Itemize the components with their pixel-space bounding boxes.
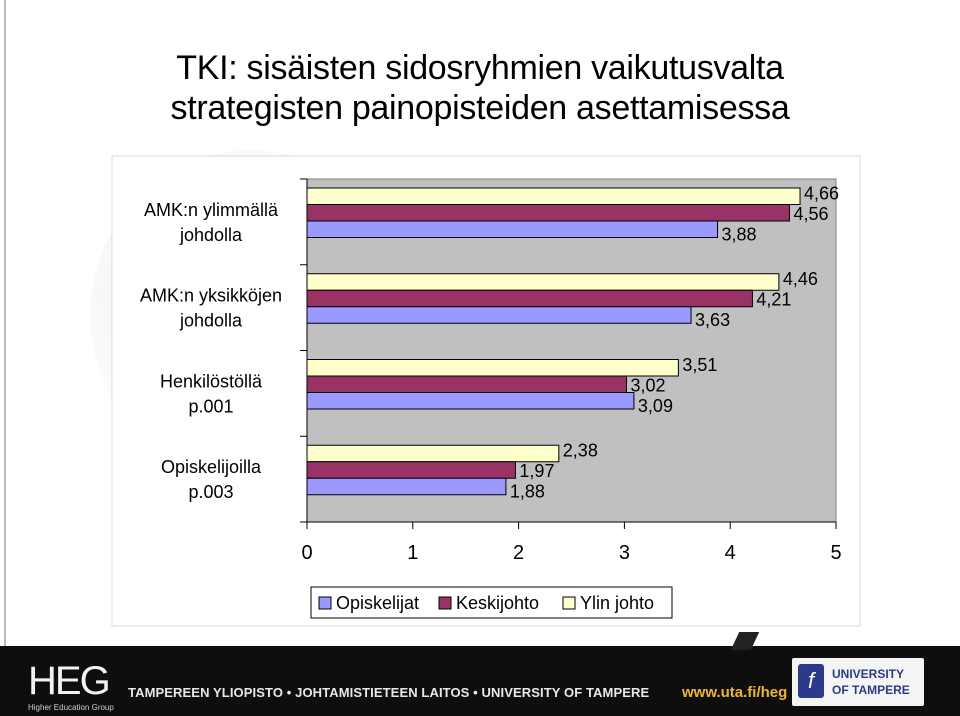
title-line-2: strategisten painopisteiden asettamisess…	[170, 89, 790, 127]
x-tick-label: 0	[301, 542, 312, 564]
bar	[306, 392, 635, 410]
legend-swatch	[438, 596, 452, 610]
data-label: 3,51	[682, 355, 717, 375]
institution-line: TAMPEREEN YLIOPISTO • JOHTAMISTIETEEN LA…	[128, 685, 650, 700]
data-label: 1,97	[519, 461, 554, 481]
bar	[306, 477, 507, 496]
heg-logo-subtitle: Higher Education Group	[28, 703, 114, 712]
university-name-line-1: UNIVERSITY	[832, 667, 905, 681]
bar	[306, 444, 560, 463]
heg-logo: HEG	[28, 659, 111, 703]
x-tick-label: 3	[619, 542, 630, 564]
university-name-line-2: OF TAMPERE	[832, 683, 910, 697]
bar	[306, 220, 719, 238]
legend-swatch	[562, 596, 576, 610]
x-tick-label: 5	[830, 542, 841, 564]
university-emblem-icon: f	[798, 664, 824, 698]
category-label: p.003	[188, 482, 233, 502]
bar	[306, 375, 628, 393]
x-tick-label: 1	[407, 542, 418, 564]
category-label: Henkilöstöllä	[160, 371, 263, 391]
data-label: 4,21	[756, 290, 791, 310]
x-tick-label: 2	[513, 542, 524, 564]
bar	[306, 306, 692, 324]
category-label: Opiskelijoilla	[161, 457, 262, 477]
category-label: AMK:n yksikköjen	[140, 286, 282, 306]
category-label: p.001	[188, 396, 233, 416]
data-label: 3,02	[631, 375, 666, 395]
category-label: AMK:n ylimmällä	[144, 200, 279, 220]
bar	[306, 289, 753, 308]
data-label: 1,88	[510, 482, 545, 502]
bar	[306, 187, 801, 205]
bar-chart: 0 1 2 3 4 5 4,664,56 3,88 AMK:n ylimmällä johdoll…	[111, 155, 861, 627]
legend-label: Ylin johto	[580, 593, 654, 613]
x-tick-label: 4	[725, 542, 736, 564]
slide-title: TKI: sisäisten sidosryhmien vaikutusvalt…	[0, 48, 960, 128]
legend-label: Keskijohto	[456, 593, 539, 613]
footer-banner: HEG Higher Education Group TAMPEREEN YLI…	[0, 646, 960, 716]
left-border	[4, 0, 6, 646]
category-label: johdolla	[179, 225, 243, 245]
legend-box	[310, 586, 673, 619]
legend-label: Opiskelijat	[336, 593, 419, 613]
bar	[306, 359, 679, 377]
data-label: 2,38	[563, 441, 598, 461]
bar	[306, 273, 780, 291]
bar	[306, 204, 790, 222]
footer-url[interactable]: www.uta.fi/heg	[682, 684, 788, 701]
data-label: 3,63	[695, 310, 730, 330]
title-line-1: TKI: sisäisten sidosryhmien vaikutusvalt…	[176, 49, 784, 87]
data-label: 4,46	[783, 269, 818, 289]
data-label: 3,09	[638, 396, 673, 416]
data-label: 4,56	[793, 204, 828, 224]
category-label: johdolla	[179, 311, 243, 331]
bar	[306, 461, 516, 479]
legend-swatch	[318, 596, 332, 610]
data-label: 4,66	[804, 183, 839, 203]
data-label: 3,88	[722, 224, 757, 244]
university-logo: f UNIVERSITY OF TAMPERE	[792, 658, 924, 706]
